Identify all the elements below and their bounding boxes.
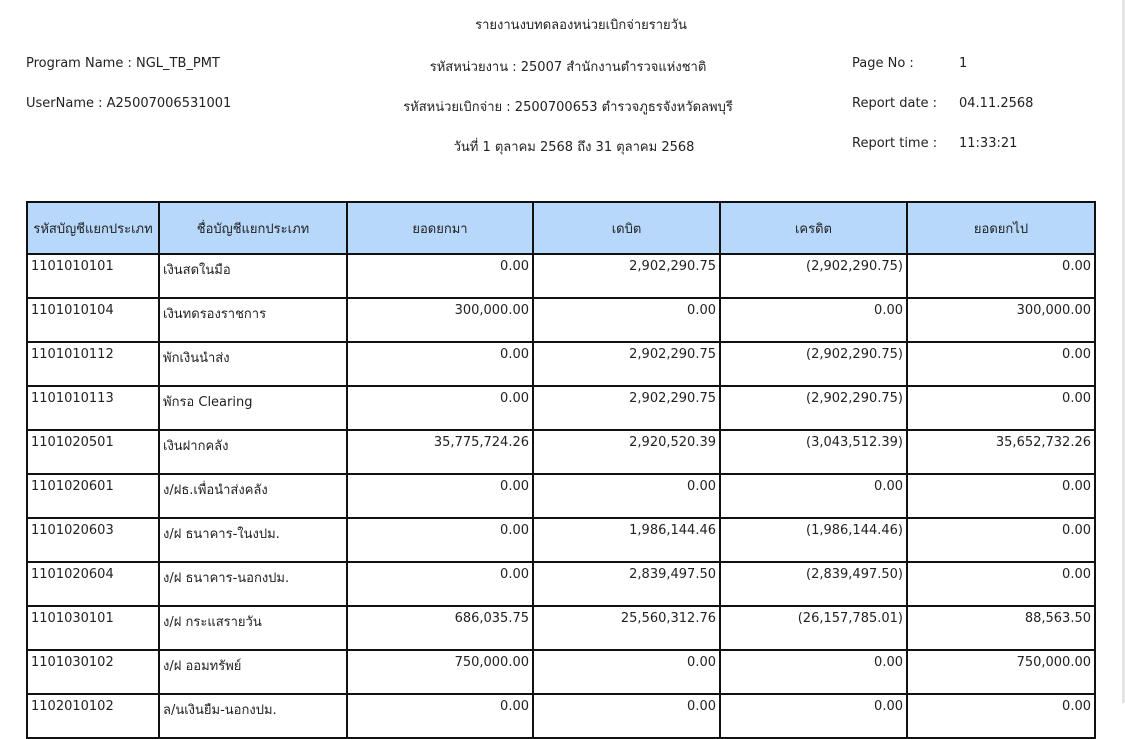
page-edge — [1122, 0, 1125, 703]
cell-closing-balance: 0.00 — [906, 561, 1096, 607]
date-value: 04.11.2568 — [959, 96, 1034, 111]
trial-balance-table: รหัสบัญชีแยกประเภท ชื่อบัญชีแยกประเภท ยอ… — [26, 201, 1096, 739]
cell-account-name: พักเงินนำส่ง — [158, 341, 348, 387]
table-row: 1101020604 ง/ฝ ธนาคาร-นอกงปม. 0.00 2,839,49… — [26, 561, 1096, 607]
time-value: 11:33:21 — [959, 136, 1018, 151]
cell-opening-balance: 0.00 — [346, 253, 534, 299]
cell-debit: 2,920,520.39 — [532, 429, 721, 475]
cell-debit: 2,902,290.75 — [532, 385, 721, 431]
table-header-row: รหัสบัญชีแยกประเภท ชื่อบัญชีแยกประเภท ยอ… — [26, 201, 1096, 255]
cell-account-code: 1101010104 — [26, 297, 160, 343]
page-value: 1 — [959, 56, 968, 71]
cell-account-code: 1101020603 — [26, 517, 160, 563]
cell-account-code: 1101020501 — [26, 429, 160, 475]
cell-account-code: 1101010101 — [26, 253, 160, 299]
cell-account-code: 1101010113 — [26, 385, 160, 431]
table-row: 1101010104 เงินทดรองราชการ 300,000.00 0.00 0… — [26, 297, 1096, 343]
header-closing-balance: ยอดยกไป — [906, 201, 1096, 255]
table-row: 1101020603 ง/ฝ ธนาคาร-ในงปม. 0.00 1,986,144… — [26, 517, 1096, 563]
cell-debit: 1,986,144.46 — [532, 517, 721, 563]
cell-account-name: ง/ฝ ธนาคาร-นอกงปม. — [158, 561, 348, 607]
cell-closing-balance: 0.00 — [906, 341, 1096, 387]
cell-account-code: 1101020604 — [26, 561, 160, 607]
header-credit: เครดิต — [719, 201, 908, 255]
cell-opening-balance: 686,035.75 — [346, 605, 534, 651]
cell-credit: (2,902,290.75) — [719, 385, 908, 431]
program-name: Program Name : NGL_TB_PMT — [26, 56, 220, 71]
cell-opening-balance: 0.00 — [346, 341, 534, 387]
cell-debit: 0.00 — [532, 649, 721, 695]
table-row: 1101010112 พักเงินนำส่ง 0.00 2,902,290.75 (2… — [26, 341, 1096, 387]
header-account-code: รหัสบัญชีแยกประเภท — [26, 201, 160, 255]
cell-closing-balance: 0.00 — [906, 253, 1096, 299]
cell-closing-balance: 0.00 — [906, 693, 1096, 739]
cell-opening-balance: 0.00 — [346, 517, 534, 563]
cell-closing-balance: 88,563.50 — [906, 605, 1096, 651]
cell-credit: (26,157,785.01) — [719, 605, 908, 651]
cell-debit: 0.00 — [532, 693, 721, 739]
cell-account-code: 1101030102 — [26, 649, 160, 695]
cell-debit: 0.00 — [532, 473, 721, 519]
disbursing-unit: รหัสหน่วยเบิกจ่าย : 2500700653 ตำรวจภูธร… — [403, 100, 733, 115]
cell-closing-balance: 0.00 — [906, 473, 1096, 519]
cell-account-name: เงินฝากคลัง — [158, 429, 348, 475]
cell-debit: 2,902,290.75 — [532, 341, 721, 387]
cell-account-code: 1101010112 — [26, 341, 160, 387]
cell-account-code: 1101020601 — [26, 473, 160, 519]
report-title: รายงานงบทดลองหน่วยเบิกจ่ายรายวัน — [475, 18, 687, 33]
cell-account-code: 1101030101 — [26, 605, 160, 651]
table-row: 1101020601 ง/ฝธ.เพื่อนำส่งคลัง 0.00 0.00 0.0… — [26, 473, 1096, 519]
cell-opening-balance: 35,775,724.26 — [346, 429, 534, 475]
header-account-name: ชื่อบัญชีแยกประเภท — [158, 201, 348, 255]
table-row: 1101030101 ง/ฝ กระแสรายวัน 686,035.75 25,56… — [26, 605, 1096, 651]
cell-account-name: ง/ฝ ออมทรัพย์ — [158, 649, 348, 695]
header-debit: เดบิต — [532, 201, 721, 255]
cell-account-name: เงินทดรองราชการ — [158, 297, 348, 343]
table-row: 1101020501 เงินฝากคลัง 35,775,724.26 2,920,… — [26, 429, 1096, 475]
cell-closing-balance: 0.00 — [906, 385, 1096, 431]
cell-account-name: ล/นเงินยืม-นอกงปม. — [158, 693, 348, 739]
cell-account-name: ง/ฝ กระแสรายวัน — [158, 605, 348, 651]
cell-credit: (2,839,497.50) — [719, 561, 908, 607]
cell-credit: 0.00 — [719, 473, 908, 519]
cell-closing-balance: 300,000.00 — [906, 297, 1096, 343]
cell-opening-balance: 0.00 — [346, 385, 534, 431]
cell-debit: 2,839,497.50 — [532, 561, 721, 607]
table-row: 1101030102 ง/ฝ ออมทรัพย์ 750,000.00 0.00 0.0… — [26, 649, 1096, 695]
time-label: Report time : — [852, 136, 938, 151]
cell-debit: 2,902,290.75 — [532, 253, 721, 299]
username: UserName : A25007006531001 — [26, 96, 232, 111]
cell-opening-balance: 750,000.00 — [346, 649, 534, 695]
table-row: 1102010102 ล/นเงินยืม-นอกงปม. 0.00 0.00 0.00… — [26, 693, 1096, 739]
cell-credit: (2,902,290.75) — [719, 253, 908, 299]
cell-credit: (2,902,290.75) — [719, 341, 908, 387]
cell-account-name: เงินสดในมือ — [158, 253, 348, 299]
cell-account-name: พักรอ Clearing — [158, 385, 348, 431]
agency: รหัสหน่วยงาน : 25007 สำนักงานตำรวจแห่งชา… — [429, 60, 707, 75]
cell-account-code: 1102010102 — [26, 693, 160, 739]
cell-credit: (3,043,512.39) — [719, 429, 908, 475]
cell-closing-balance: 750,000.00 — [906, 649, 1096, 695]
header-opening-balance: ยอดยกมา — [346, 201, 534, 255]
cell-debit: 0.00 — [532, 297, 721, 343]
cell-opening-balance: 300,000.00 — [346, 297, 534, 343]
cell-closing-balance: 35,652,732.26 — [906, 429, 1096, 475]
cell-credit: 0.00 — [719, 297, 908, 343]
cell-debit: 25,560,312.76 — [532, 605, 721, 651]
table-row: 1101010101 เงินสดในมือ 0.00 2,902,290.75 (2,… — [26, 253, 1096, 299]
date-label: Report date : — [852, 96, 938, 111]
cell-opening-balance: 0.00 — [346, 693, 534, 739]
cell-opening-balance: 0.00 — [346, 561, 534, 607]
cell-credit: 0.00 — [719, 693, 908, 739]
page-label: Page No : — [852, 56, 914, 71]
cell-account-name: ง/ฝธ.เพื่อนำส่งคลัง — [158, 473, 348, 519]
cell-closing-balance: 0.00 — [906, 517, 1096, 563]
cell-credit: 0.00 — [719, 649, 908, 695]
cell-account-name: ง/ฝ ธนาคาร-ในงปม. — [158, 517, 348, 563]
table-row: 1101010113 พักรอ Clearing 0.00 2,902,290.75… — [26, 385, 1096, 431]
report-period: วันที่ 1 ตุลาคม 2568 ถึง 31 ตุลาคม 2568 — [453, 140, 695, 155]
cell-opening-balance: 0.00 — [346, 473, 534, 519]
cell-credit: (1,986,144.46) — [719, 517, 908, 563]
